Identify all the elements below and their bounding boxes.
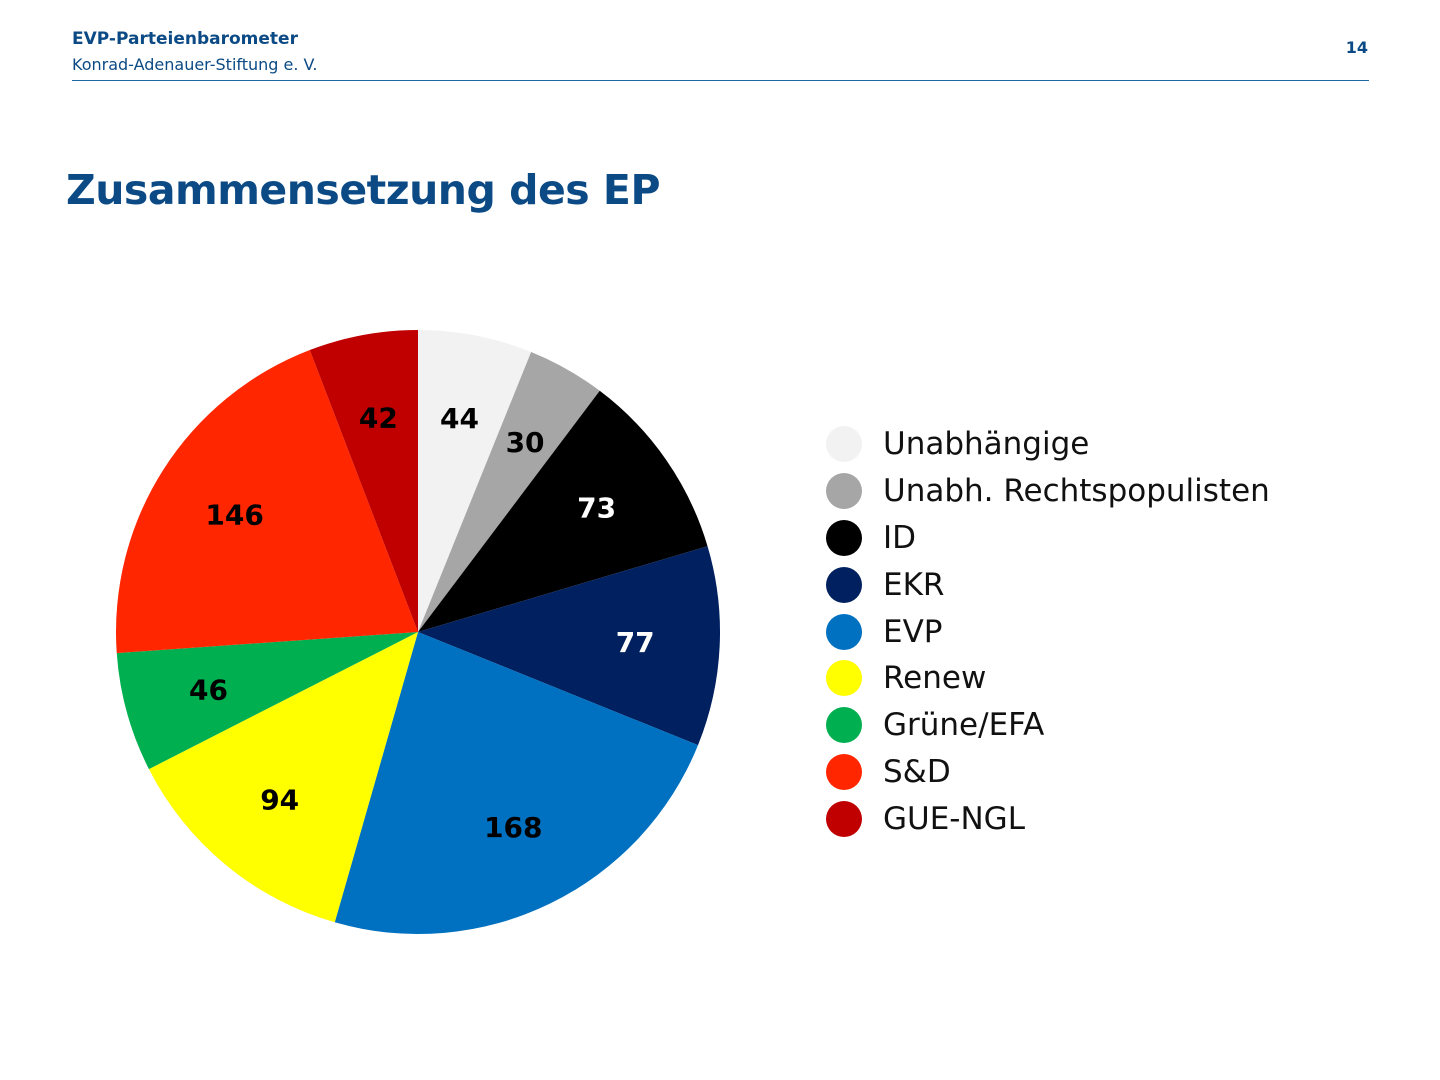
legend-label-ekr: EKR: [883, 566, 945, 603]
header-title: EVP-Parteienbarometer: [72, 29, 298, 49]
legend-label-renew: Renew: [883, 660, 987, 697]
legend-item-gue-ngl: GUE-NGL: [826, 795, 1270, 842]
legend-swatch-gue-ngl: [826, 800, 862, 837]
header-divider: [72, 80, 1369, 81]
page-number: 14: [1345, 38, 1368, 57]
data-label-evp: 168: [484, 811, 542, 844]
legend-item-renew: Renew: [826, 655, 1270, 702]
data-label-renew: 94: [260, 783, 299, 816]
legend-swatch-s-d: [826, 753, 862, 790]
slide-title: Zusammensetzung des EP: [66, 166, 661, 214]
pie-slices: [115, 330, 720, 934]
legend-label-gue-ngl: GUE-NGL: [883, 800, 1025, 837]
header-subtitle: Konrad-Adenauer-Stiftung e. V.: [72, 55, 318, 74]
pie-slice-evp: [334, 632, 699, 934]
legend-swatch-ekr: [826, 566, 862, 603]
legend-item-ekr: EKR: [826, 561, 1270, 608]
pie-slice-gue-ngl: [309, 330, 418, 632]
legend-item-unabh-ngige: Unabhängige: [826, 421, 1270, 468]
pie-slice-id: [418, 390, 708, 632]
legend-item-s-d: S&D: [826, 749, 1270, 796]
legend-label-evp: EVP: [883, 613, 943, 650]
pie-slice-unabh-rechtspopulisten: [418, 351, 600, 632]
data-label-s-d: 146: [205, 499, 263, 532]
legend-label-unabh-rechtspopulisten: Unabh. Rechtspopulisten: [883, 473, 1270, 510]
legend-item-unabh-rechtspopulisten: Unabh. Rechtspopulisten: [826, 468, 1270, 515]
pie-slice-ekr: [418, 546, 720, 746]
pie-slice-s-d: [115, 350, 418, 654]
chart-legend: Unabhängige Unabh. Rechtspopulisten ID EKR E…: [826, 421, 1270, 842]
legend-swatch-unabh-ngige: [826, 426, 862, 463]
legend-swatch-unabh-rechtspopulisten: [826, 473, 862, 510]
data-label-unabh-ngige: 44: [440, 402, 479, 435]
legend-swatch-gr-ne-efa: [826, 707, 862, 744]
legend-item-id: ID: [826, 515, 1270, 562]
data-label-gr-ne-efa: 46: [189, 674, 228, 707]
legend-item-gr-ne-efa: Grüne/EFA: [826, 702, 1270, 749]
legend-item-evp: EVP: [826, 608, 1270, 655]
legend-swatch-id: [826, 519, 862, 556]
legend-label-unabh-ngige: Unabhängige: [883, 426, 1090, 463]
pie-slice-renew: [148, 632, 419, 923]
data-label-unabh-rechtspopulisten: 30: [506, 426, 545, 459]
legend-label-id: ID: [883, 519, 917, 556]
legend-label-gr-ne-efa: Grüne/EFA: [883, 707, 1045, 744]
pie-slice-gr-ne-efa: [116, 632, 418, 770]
data-label-id: 73: [577, 492, 616, 525]
legend-swatch-evp: [826, 613, 862, 650]
pie-slice-unabh-ngige: [418, 330, 532, 632]
data-label-gue-ngl: 42: [359, 402, 398, 435]
legend-label-s-d: S&D: [883, 753, 951, 790]
data-label-ekr: 77: [616, 626, 655, 659]
legend-swatch-renew: [826, 660, 862, 697]
pie-data-labels: 44 30 73 77 168 94 46 146 42: [189, 402, 655, 844]
